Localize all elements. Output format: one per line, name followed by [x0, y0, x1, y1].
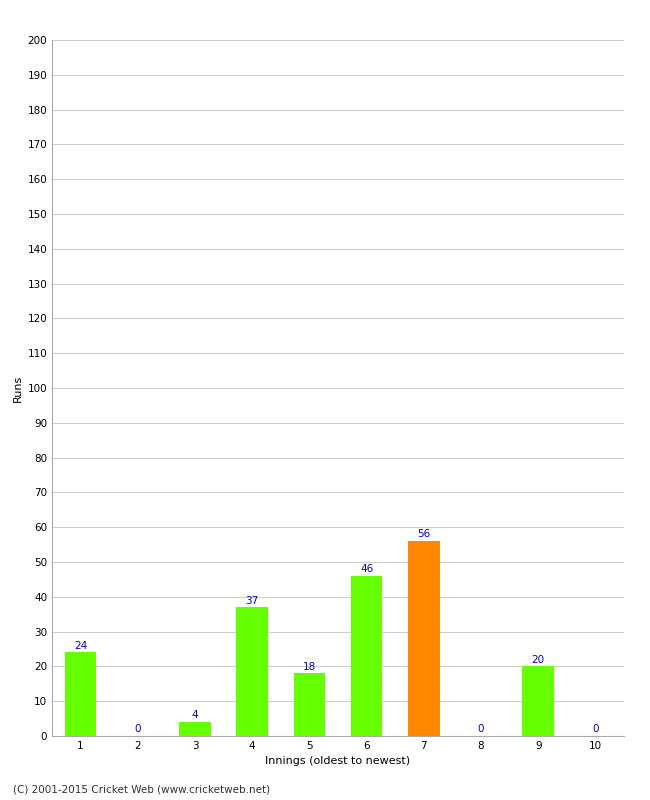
Text: 0: 0 — [135, 724, 141, 734]
X-axis label: Innings (oldest to newest): Innings (oldest to newest) — [265, 757, 411, 766]
Y-axis label: Runs: Runs — [13, 374, 23, 402]
Text: 56: 56 — [417, 530, 430, 539]
Text: 20: 20 — [532, 654, 545, 665]
Bar — [408, 541, 439, 736]
Bar — [237, 607, 268, 736]
Text: 4: 4 — [192, 710, 198, 720]
Text: 24: 24 — [74, 641, 87, 650]
Text: 0: 0 — [478, 724, 484, 734]
Text: 37: 37 — [246, 595, 259, 606]
Text: 0: 0 — [592, 724, 599, 734]
Bar — [523, 666, 554, 736]
Text: 18: 18 — [303, 662, 316, 672]
Text: 46: 46 — [360, 564, 373, 574]
Bar — [65, 653, 96, 736]
Bar — [351, 576, 382, 736]
Bar — [179, 722, 211, 736]
Text: (C) 2001-2015 Cricket Web (www.cricketweb.net): (C) 2001-2015 Cricket Web (www.cricketwe… — [13, 784, 270, 794]
Bar — [294, 674, 325, 736]
